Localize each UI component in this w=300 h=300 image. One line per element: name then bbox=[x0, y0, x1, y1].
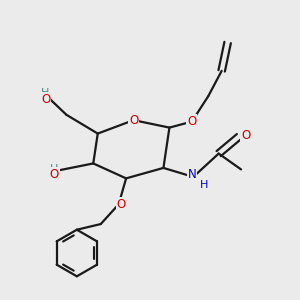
Text: O: O bbox=[129, 114, 138, 127]
Text: N: N bbox=[188, 168, 196, 181]
Text: O: O bbox=[41, 93, 51, 106]
Text: O: O bbox=[50, 168, 59, 181]
Text: H: H bbox=[200, 180, 208, 190]
Text: H: H bbox=[40, 88, 49, 98]
Text: H: H bbox=[50, 164, 59, 173]
Text: O: O bbox=[187, 115, 196, 128]
Text: O: O bbox=[241, 129, 250, 142]
Text: O: O bbox=[116, 198, 126, 211]
